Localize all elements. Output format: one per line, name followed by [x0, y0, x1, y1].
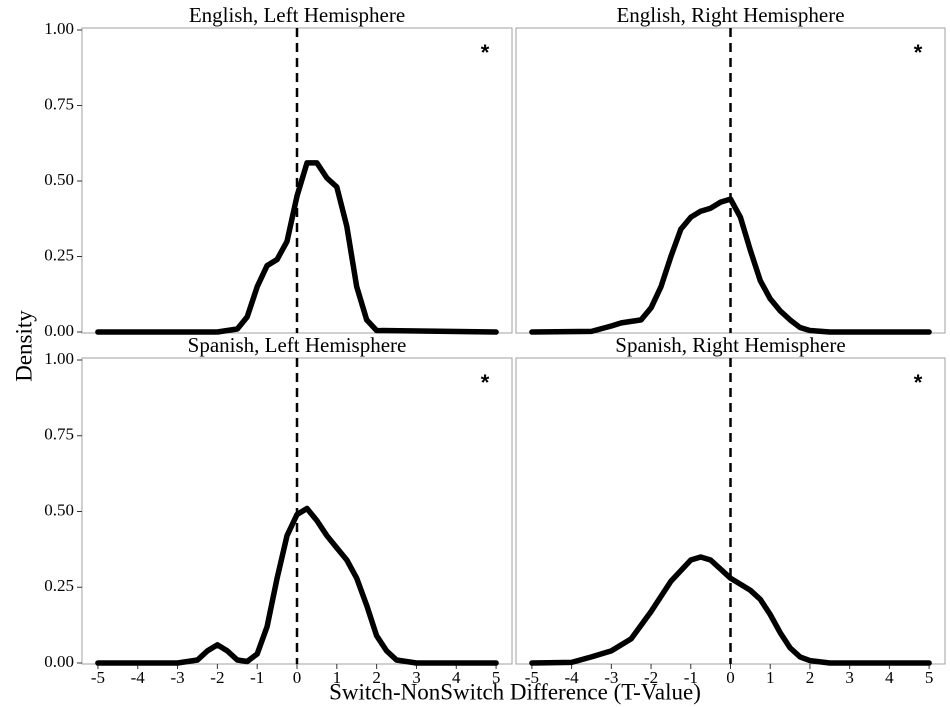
- x-tick-label: -2: [210, 668, 224, 687]
- y-tick-label: 1.00: [44, 349, 74, 368]
- x-tick-label: 0: [726, 668, 735, 687]
- x-tick-label: 5: [925, 668, 934, 687]
- annotation: *: [481, 40, 490, 65]
- annotation: *: [914, 40, 923, 65]
- x-tick-label: 1: [766, 668, 775, 687]
- density-line: [95, 160, 499, 335]
- x-tick-label: -2: [644, 668, 658, 687]
- x-tick-label: -5: [525, 668, 539, 687]
- y-axis-label: Density: [11, 310, 36, 382]
- panel-title: Spanish, Left Hemisphere: [188, 333, 407, 357]
- x-tick-label: 3: [412, 668, 421, 687]
- annotation: *: [481, 370, 490, 395]
- x-tick-label: 1: [333, 668, 342, 687]
- y-tick-label: 0.50: [44, 500, 74, 519]
- density-line: [529, 196, 932, 335]
- y-tick-label: 0.75: [44, 94, 74, 113]
- density-line: [529, 554, 932, 666]
- x-tick-label: -5: [91, 668, 105, 687]
- y-tick-label: 0.75: [44, 425, 74, 444]
- x-tick-label: -1: [684, 668, 698, 687]
- y-tick-label: 0.25: [44, 576, 74, 595]
- annotation: *: [914, 370, 923, 395]
- x-tick-label: 0: [293, 668, 302, 687]
- y-tick-label: 0.00: [44, 652, 74, 671]
- x-tick-label: 2: [806, 668, 815, 687]
- panel-title: English, Left Hemisphere: [189, 3, 405, 27]
- y-tick-label: 0.00: [44, 321, 74, 340]
- x-tick-label: -4: [131, 668, 146, 687]
- x-tick-label: -1: [250, 668, 264, 687]
- x-tick-label: -3: [604, 668, 618, 687]
- x-tick-label: 3: [845, 668, 854, 687]
- panel-title: English, Right Hemisphere: [616, 3, 844, 27]
- y-tick-label: 0.50: [44, 170, 74, 189]
- y-tick-label: 1.00: [44, 19, 74, 38]
- panel-title: Spanish, Right Hemisphere: [615, 333, 845, 357]
- x-tick-label: 4: [885, 668, 894, 687]
- x-tick-label: 5: [492, 668, 501, 687]
- x-tick-label: 2: [372, 668, 381, 687]
- x-tick-label: 4: [452, 668, 461, 687]
- x-tick-label: -3: [170, 668, 184, 687]
- x-tick-label: -4: [565, 668, 580, 687]
- x-axis-label: Switch-NonSwitch Difference (T-Value): [329, 679, 701, 704]
- y-tick-label: 0.25: [44, 245, 74, 264]
